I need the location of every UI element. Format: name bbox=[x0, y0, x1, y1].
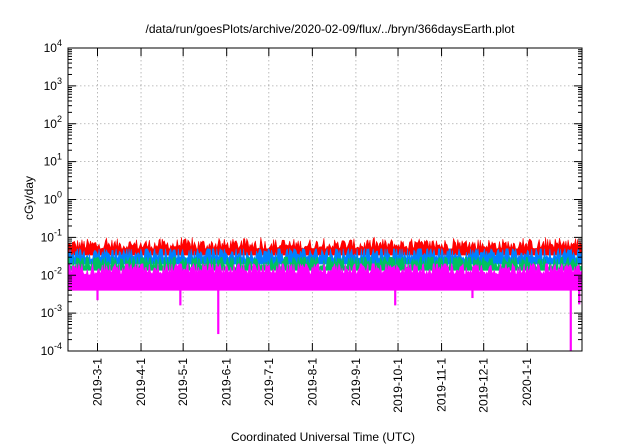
y-axis-label: cGy/day bbox=[22, 176, 36, 220]
y-tick-label: 103 bbox=[44, 76, 62, 93]
x-tick-label: 2019-3-1 bbox=[90, 358, 104, 406]
chart-title: /data/run/goesPlots/archive/2020-02-09/f… bbox=[146, 22, 516, 36]
x-tick-label: 2019-6-1 bbox=[220, 358, 234, 406]
x-axis-label: Coordinated Universal Time (UTC) bbox=[231, 430, 415, 444]
series-layer bbox=[67, 236, 583, 351]
x-tick-label: 2019-11-1 bbox=[435, 358, 449, 412]
y-tick-label: 10-3 bbox=[41, 303, 62, 320]
x-tick-label: 2019-9-1 bbox=[349, 358, 363, 406]
y-tick-label: 104 bbox=[44, 38, 62, 55]
y-tick-label: 10-2 bbox=[41, 265, 62, 282]
x-tick-label: 2019-10-1 bbox=[391, 358, 405, 413]
x-tick-label: 2020-1-1 bbox=[520, 358, 534, 406]
x-tick-label: 2019-4-1 bbox=[134, 358, 148, 406]
series-3-trace bbox=[67, 262, 583, 291]
grid bbox=[68, 48, 582, 351]
y-tick-label: 10-4 bbox=[41, 341, 62, 358]
x-ticks: 2019-3-1 2019-4-1 2019-5-1 2019-6-1 2019-7-1… bbox=[90, 48, 534, 413]
y-tick-label: 10-1 bbox=[41, 227, 62, 244]
y-tick-label: 100 bbox=[44, 190, 62, 207]
y-tick-label: 102 bbox=[44, 114, 62, 131]
x-tick-label: 2019-5-1 bbox=[176, 358, 190, 406]
series-0-trace bbox=[67, 236, 583, 256]
x-tick-label: 2019-7-1 bbox=[262, 358, 276, 406]
y-tick-label: 101 bbox=[44, 152, 62, 169]
x-tick-label: 2019-8-1 bbox=[305, 358, 319, 406]
x-tick-label: 2019-12-1 bbox=[477, 358, 491, 413]
